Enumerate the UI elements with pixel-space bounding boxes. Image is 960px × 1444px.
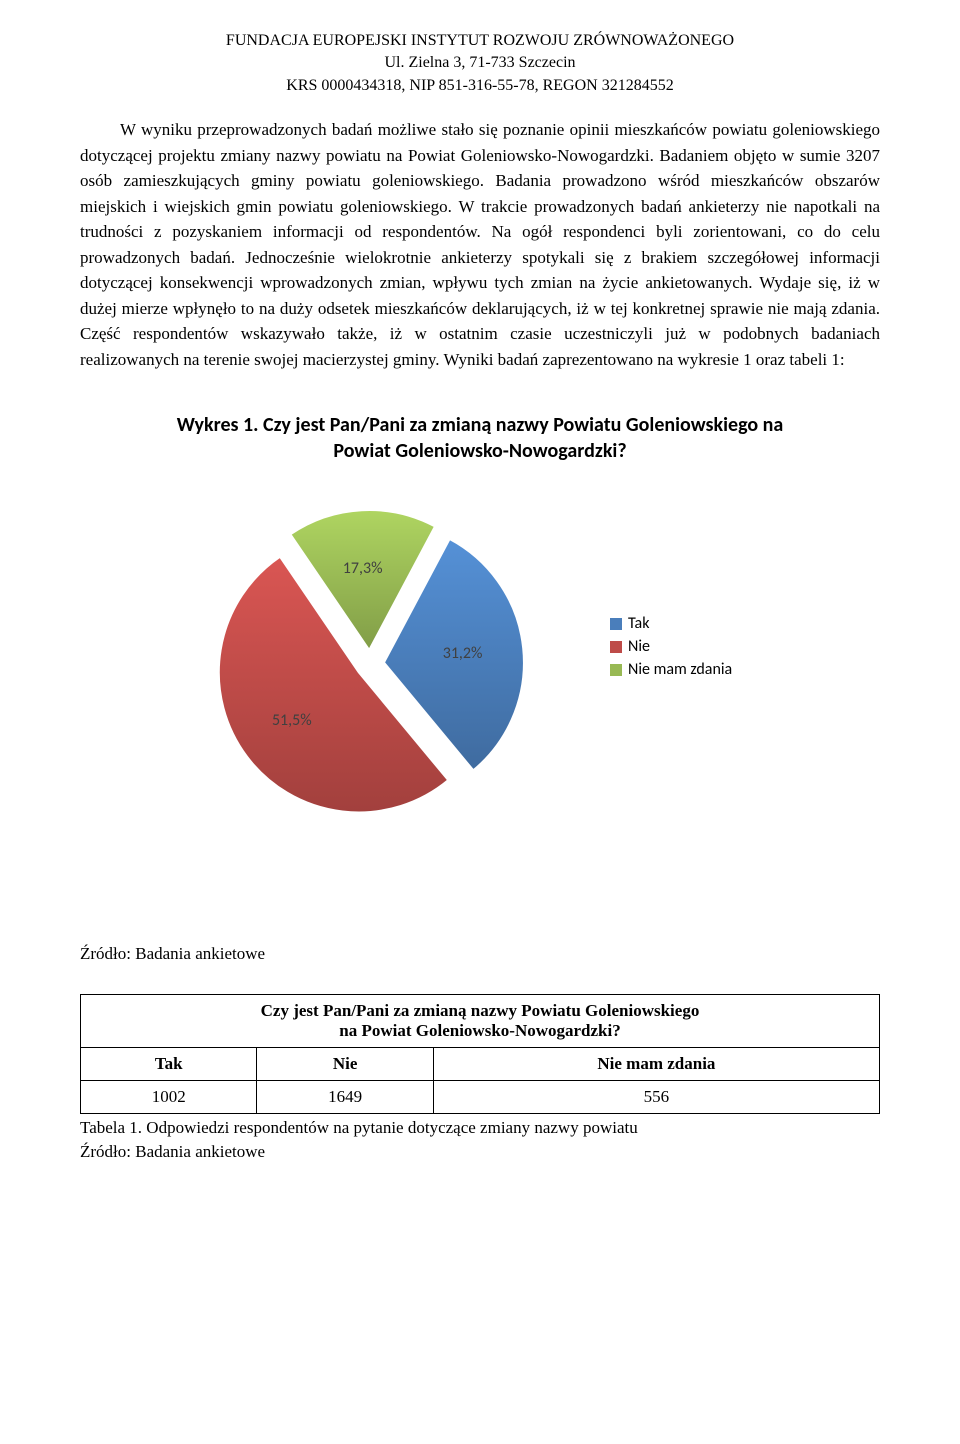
legend-label-nie: Nie — [628, 637, 650, 656]
chart-source: Źródło: Badania ankietowe — [80, 944, 880, 964]
table-header-niemam: Nie mam zdania — [433, 1048, 879, 1081]
legend-swatch-tak — [610, 618, 622, 630]
pie-label-1: 51,5% — [272, 711, 312, 730]
pie-label-2: 17,3% — [343, 559, 383, 578]
chart-title: Wykres 1. Czy jest Pan/Pani za zmianą na… — [170, 412, 790, 464]
table-data-row: 1002 1649 556 — [81, 1081, 880, 1114]
table-question-cell: Czy jest Pan/Pani za zmianą nazwy Powiat… — [81, 995, 880, 1048]
legend-swatch-niemam — [610, 664, 622, 676]
table-header-row: Tak Nie Nie mam zdania — [81, 1048, 880, 1081]
table-question-row: Czy jest Pan/Pani za zmianą nazwy Powiat… — [81, 995, 880, 1048]
table-header-nie: Nie — [257, 1048, 433, 1081]
legend-item-nie: Nie — [610, 637, 732, 656]
header-address: Ul. Zielna 3, 71-733 Szczecin — [80, 52, 880, 74]
pie-label-0: 31,2% — [443, 644, 483, 663]
pie-wrap — [200, 494, 540, 834]
table-cell-nie: 1649 — [257, 1081, 433, 1114]
table-question-line1: Czy jest Pan/Pani za zmianą nazwy Powiat… — [261, 1001, 700, 1020]
table-cell-niemam: 556 — [433, 1081, 879, 1114]
table-source: Źródło: Badania ankietowe — [80, 1142, 880, 1162]
table-caption: Tabela 1. Odpowiedzi respondentów na pyt… — [80, 1118, 880, 1138]
legend-label-niemam: Nie mam zdania — [628, 660, 732, 679]
table-question-line2: na Powiat Goleniowsko-Nowogardzki? — [339, 1021, 620, 1040]
table-header-tak: Tak — [81, 1048, 257, 1081]
header-ids: KRS 0000434318, NIP 851-316-55-78, REGON… — [80, 75, 880, 97]
table-cell-tak: 1002 — [81, 1081, 257, 1114]
legend-item-niemam: Nie mam zdania — [610, 660, 732, 679]
legend-label-tak: Tak — [628, 614, 649, 633]
chart-legend: Tak Nie Nie mam zdania — [610, 614, 732, 683]
document-header: FUNDACJA EUROPEJSKI INSTYTUT ROZWOJU ZRÓ… — [80, 30, 880, 97]
body-paragraph: W wyniku przeprowadzonych badań możliwe … — [80, 117, 880, 372]
header-org: FUNDACJA EUROPEJSKI INSTYTUT ROZWOJU ZRÓ… — [80, 30, 880, 52]
pie-chart: Tak Nie Nie mam zdania 31,2% 51,5% 17,3% — [80, 494, 880, 914]
results-table: Czy jest Pan/Pani za zmianą nazwy Powiat… — [80, 994, 880, 1114]
pie-svg — [200, 494, 540, 834]
paragraph-text: W wyniku przeprowadzonych badań możliwe … — [80, 120, 880, 369]
legend-swatch-nie — [610, 641, 622, 653]
legend-item-tak: Tak — [610, 614, 732, 633]
